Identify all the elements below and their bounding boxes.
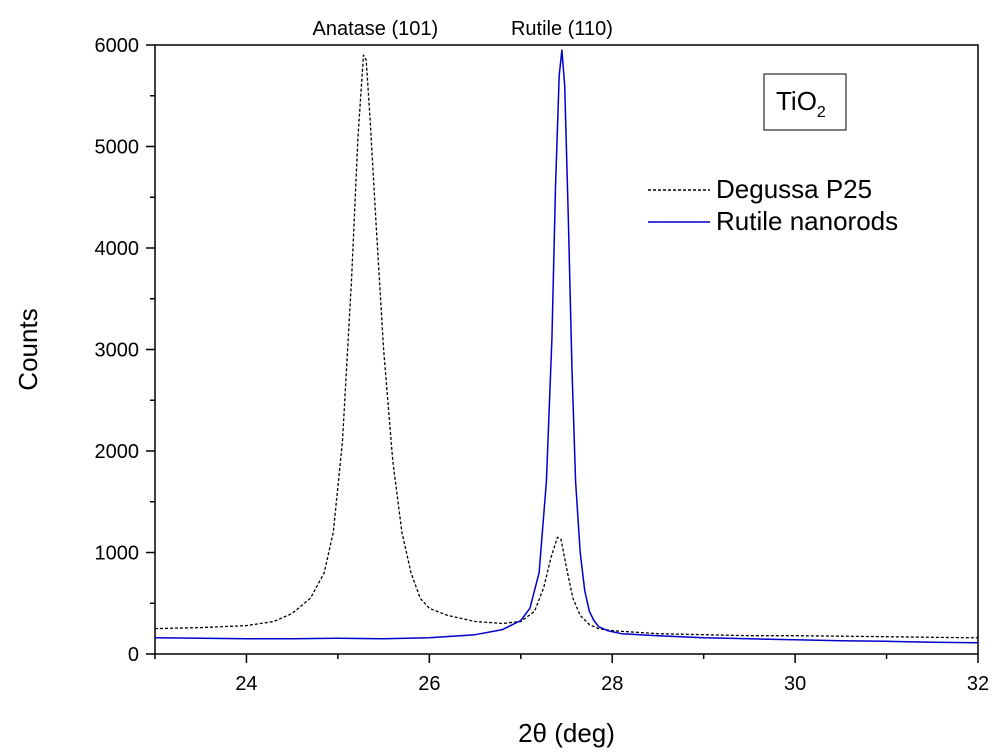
plot-area	[154, 44, 979, 655]
legend-label-degussa: Degussa P25	[716, 174, 872, 204]
peak-annotation-anatase: Anatase (101)	[313, 18, 439, 40]
y-tick-label: 2000	[95, 441, 140, 463]
series-rutile-nanorods-line	[154, 49, 979, 644]
x-tick-label: 26	[418, 673, 440, 695]
x-tick-label: 28	[601, 673, 623, 695]
material-label-base: TiO	[776, 86, 817, 116]
material-label-subscript: 2	[817, 104, 826, 121]
y-tick-label: 1000	[95, 543, 140, 565]
x-tick-label: 32	[967, 673, 989, 695]
material-label: TiO2	[776, 86, 826, 121]
series-layer	[154, 49, 979, 644]
legend: Degussa P25 Rutile nanorods	[648, 174, 898, 236]
x-tick-label: 24	[235, 673, 257, 695]
y-tick-label: 0	[128, 644, 139, 666]
y-tick-label: 3000	[95, 340, 140, 362]
x-tick-label: 30	[784, 673, 806, 695]
y-tick-label: 5000	[95, 137, 140, 159]
material-label-frame	[763, 73, 847, 131]
y-tick-label: 6000	[95, 35, 140, 57]
y-tick-label: 4000	[95, 238, 140, 260]
series-degussa-p25-line	[154, 54, 979, 639]
y-axis: 0 1000 2000 3000 4000 5000 6000	[95, 35, 155, 666]
material-label-box: TiO2	[763, 73, 847, 131]
legend-label-rutile-nanorods: Rutile nanorods	[716, 206, 898, 236]
y-axis-title: Counts	[13, 308, 43, 390]
x-axis-title: 2θ (deg)	[518, 718, 615, 748]
x-axis: 24 26 28 30 32	[154, 654, 989, 695]
peak-annotation-rutile: Rutile (110)	[511, 18, 613, 40]
